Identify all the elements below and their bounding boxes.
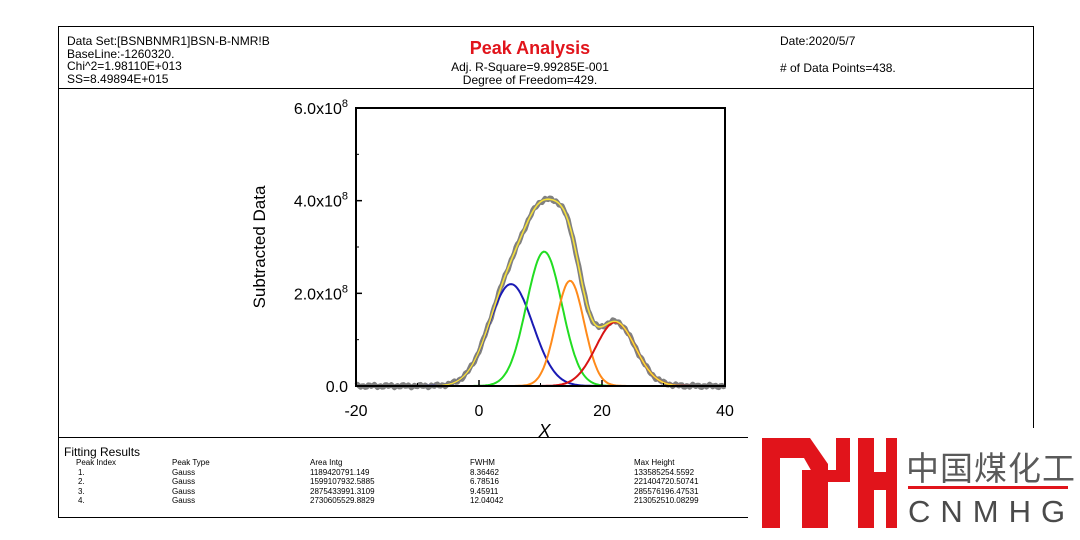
cnmhg-watermark: 中国煤化工 CNMHG bbox=[748, 428, 1080, 540]
peak-1-line bbox=[356, 283, 725, 387]
results-cell: 2. bbox=[78, 477, 85, 486]
y-tick-label: 6.0x108 bbox=[294, 98, 348, 118]
y-tick-label: 0.0 bbox=[326, 379, 348, 396]
dataset-label: Data Set:[BSNBNMR1]BSN-B-NMR!B bbox=[67, 34, 270, 48]
results-cell: 221404720.50741 bbox=[634, 477, 699, 486]
results-cell: 1599107932.5885 bbox=[310, 477, 375, 486]
footer-divider bbox=[58, 437, 1034, 438]
results-cell: 9.45911 bbox=[470, 486, 499, 496]
results-cell: 285576196.47531 bbox=[634, 486, 699, 496]
fit-info-block: Data Set:[BSNBNMR1]BSN-B-NMR!B BaseLine:… bbox=[67, 35, 270, 85]
cumulative-fit-line bbox=[356, 198, 725, 387]
data-points-label: # of Data Points=438. bbox=[780, 61, 896, 75]
results-cell: Gauss bbox=[172, 496, 196, 505]
x-tick-label: -20 bbox=[344, 403, 367, 420]
baseline-label: BaseLine:-1260320. bbox=[67, 46, 175, 61]
logo-divider bbox=[908, 486, 1068, 489]
report-frame bbox=[58, 26, 1034, 518]
results-header-row: Peak Index Peak Type Area Intg FWHM Max Heig… bbox=[62, 458, 774, 468]
results-row: 2. Gauss 1599107932.5885 6.78516 221404720.5… bbox=[62, 477, 774, 487]
results-column-header: Peak Index bbox=[76, 458, 117, 467]
chi2-label: Chi^2=1.98110E+013 bbox=[67, 59, 182, 73]
results-cell: 2875433991.3109 bbox=[310, 486, 375, 496]
results-row: 4. Gauss 2730605529.8829 12.04042 213052510.… bbox=[62, 496, 774, 506]
y-axis-label: Subtracted Data bbox=[250, 185, 269, 308]
report-title: Peak Analysis bbox=[469, 38, 591, 58]
results-column-header: Area Intg bbox=[310, 458, 343, 467]
ss-label: SS=8.49894E+015 bbox=[67, 71, 169, 86]
x-tick-label: 40 bbox=[716, 403, 734, 420]
results-row: 1. Gauss 1189420791.149 8.36462 133585254.55… bbox=[62, 468, 774, 478]
results-column-header: Max Height bbox=[634, 458, 675, 467]
results-column-header: FWHM bbox=[470, 458, 495, 467]
logo-english-text: CNMHG bbox=[908, 494, 1076, 529]
results-cell: 213052510.08299 bbox=[634, 496, 699, 505]
results-cell: 133585254.5592 bbox=[634, 467, 695, 477]
y-tick-label: 2.0x108 bbox=[294, 283, 348, 303]
data-series-line bbox=[354, 195, 727, 391]
results-cell: 1189420791.149 bbox=[310, 467, 370, 477]
peak-4-line bbox=[356, 321, 725, 387]
results-cell: 6.78516 bbox=[470, 477, 499, 486]
results-cell: Gauss bbox=[172, 477, 196, 486]
degree-of-freedom-label: Degree of Freedom=429. bbox=[462, 72, 598, 87]
fit-quality-block: Adj. R-Square=9.99285E-001 Degree of Fre… bbox=[400, 61, 660, 86]
results-cell: 4. bbox=[78, 496, 85, 505]
results-cell: 8.36462 bbox=[470, 467, 499, 477]
results-cell: Gauss bbox=[172, 467, 196, 477]
results-cell: Gauss bbox=[172, 486, 196, 496]
peak-3-line bbox=[356, 279, 725, 387]
logo-chinese-text: 中国煤化工 bbox=[906, 449, 1076, 488]
date-label: Date:2020/5/7 bbox=[780, 34, 856, 48]
x-tick-label: 20 bbox=[593, 403, 611, 420]
results-row: 3. Gauss 2875433991.3109 9.45911 285576196.4… bbox=[62, 487, 774, 497]
fitting-results-title: Fitting Results bbox=[64, 445, 141, 459]
adj-r-square-label: Adj. R-Square=9.99285E-001 bbox=[451, 60, 609, 74]
x-axis-label: X bbox=[537, 421, 551, 441]
results-cell: 12.04042 bbox=[470, 496, 504, 505]
cnmhg-logo-mark bbox=[762, 438, 897, 528]
header-divider bbox=[58, 88, 1034, 89]
fitting-results-table: Peak Index Peak Type Area Intg FWHM Max Heig… bbox=[62, 458, 774, 506]
x-tick-label: 0 bbox=[475, 403, 484, 420]
peak-2-line bbox=[356, 250, 725, 387]
results-cell: 2730605529.8829 bbox=[310, 496, 375, 505]
y-tick-label: 4.0x108 bbox=[294, 191, 348, 211]
results-column-header: Peak Type bbox=[172, 458, 210, 467]
results-cell: 3. bbox=[78, 486, 85, 496]
results-cell: 1. bbox=[78, 467, 85, 477]
